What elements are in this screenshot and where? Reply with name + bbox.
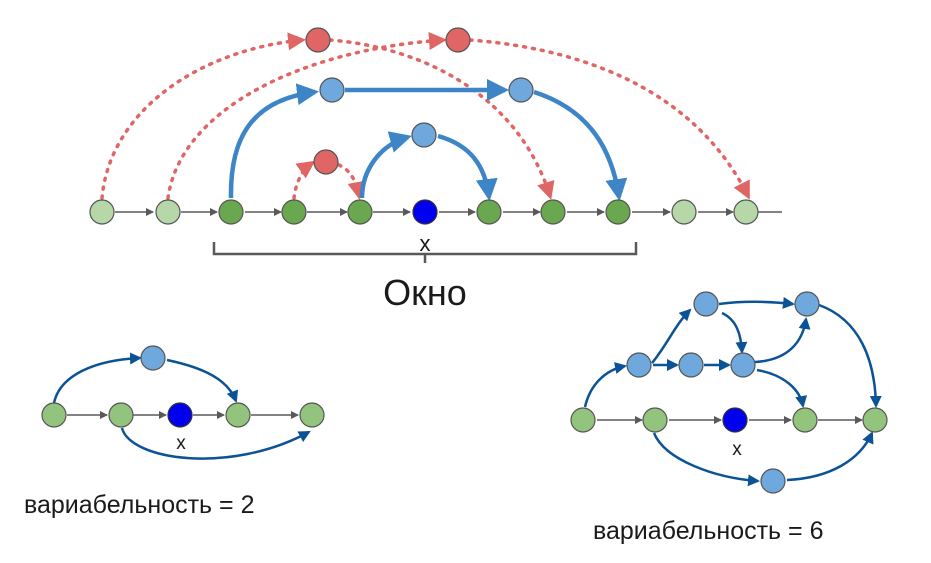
- right-arc: [818, 303, 882, 408]
- right-arc: [651, 308, 692, 364]
- blue-node: [730, 352, 756, 378]
- chain-node-window: [476, 199, 502, 225]
- blue-arc: [228, 83, 319, 199]
- right-diagram: x вариабельность = 6: [570, 291, 888, 545]
- left-diagram: x вариабельность = 2: [24, 345, 325, 519]
- red-node: [313, 149, 339, 175]
- blue-node: [693, 291, 719, 317]
- right-arc: [756, 368, 808, 408]
- chain-node-window: [540, 199, 566, 225]
- window-label: Окно: [383, 272, 467, 313]
- blue-arc: [437, 133, 498, 201]
- right-arc: [754, 317, 811, 364]
- chain-node-window: [218, 199, 244, 225]
- chain-node-outer: [155, 199, 181, 225]
- chain-node: [570, 407, 596, 433]
- chain-node: [41, 402, 67, 428]
- red-arc: [100, 32, 306, 200]
- chain-node-window: [281, 199, 307, 225]
- window-bracket: [212, 242, 638, 263]
- chain-node: [642, 407, 668, 433]
- right-arcs: [583, 296, 882, 487]
- center-label: x: [176, 433, 186, 454]
- chain-node-outer: [89, 199, 115, 225]
- red-arc: [166, 32, 447, 200]
- red-node: [305, 27, 331, 53]
- chain-node: [862, 407, 888, 433]
- blue-arcs: [228, 79, 628, 201]
- blue-node: [508, 77, 534, 103]
- left-arc: [52, 352, 142, 404]
- chain-node-window: [347, 199, 373, 225]
- blue-node: [794, 291, 820, 317]
- left-arc: [120, 427, 311, 460]
- center-label: x: [420, 231, 431, 256]
- chain-node-window: [605, 199, 631, 225]
- red-node: [445, 27, 471, 53]
- center-label: x: [732, 439, 742, 460]
- blue-node: [760, 468, 786, 494]
- left-arc: [166, 358, 239, 403]
- red-arc: [337, 163, 366, 200]
- right-arc: [721, 311, 748, 354]
- right-arc: [718, 296, 795, 309]
- center-node: [412, 199, 438, 225]
- chain-node-outer: [733, 199, 759, 225]
- blue-node: [319, 77, 345, 103]
- blue-node: [678, 352, 704, 378]
- chain-node: [299, 402, 325, 428]
- blue-node: [626, 352, 652, 378]
- red-arc: [328, 38, 555, 200]
- top-diagram: x Окно: [89, 27, 782, 313]
- chain-node: [108, 402, 134, 428]
- blue-arc: [533, 89, 628, 201]
- center-node: [722, 407, 748, 433]
- chain-node-outer: [671, 199, 697, 225]
- chain-node: [792, 407, 818, 433]
- right-arc: [583, 362, 627, 408]
- blue-node: [411, 122, 437, 148]
- chain-node: [225, 402, 251, 428]
- red-dotted-arcs: [100, 32, 750, 200]
- center-node: [167, 402, 193, 428]
- left-caption: вариабельность = 2: [24, 491, 254, 519]
- red-arc: [292, 160, 316, 200]
- blue-node: [140, 345, 166, 371]
- red-arc: [468, 38, 750, 200]
- blue-arc: [359, 131, 412, 199]
- right-arc: [786, 431, 874, 482]
- right-arc: [652, 432, 760, 487]
- right-caption: вариабельность = 6: [593, 517, 823, 545]
- left-arcs: [52, 352, 311, 460]
